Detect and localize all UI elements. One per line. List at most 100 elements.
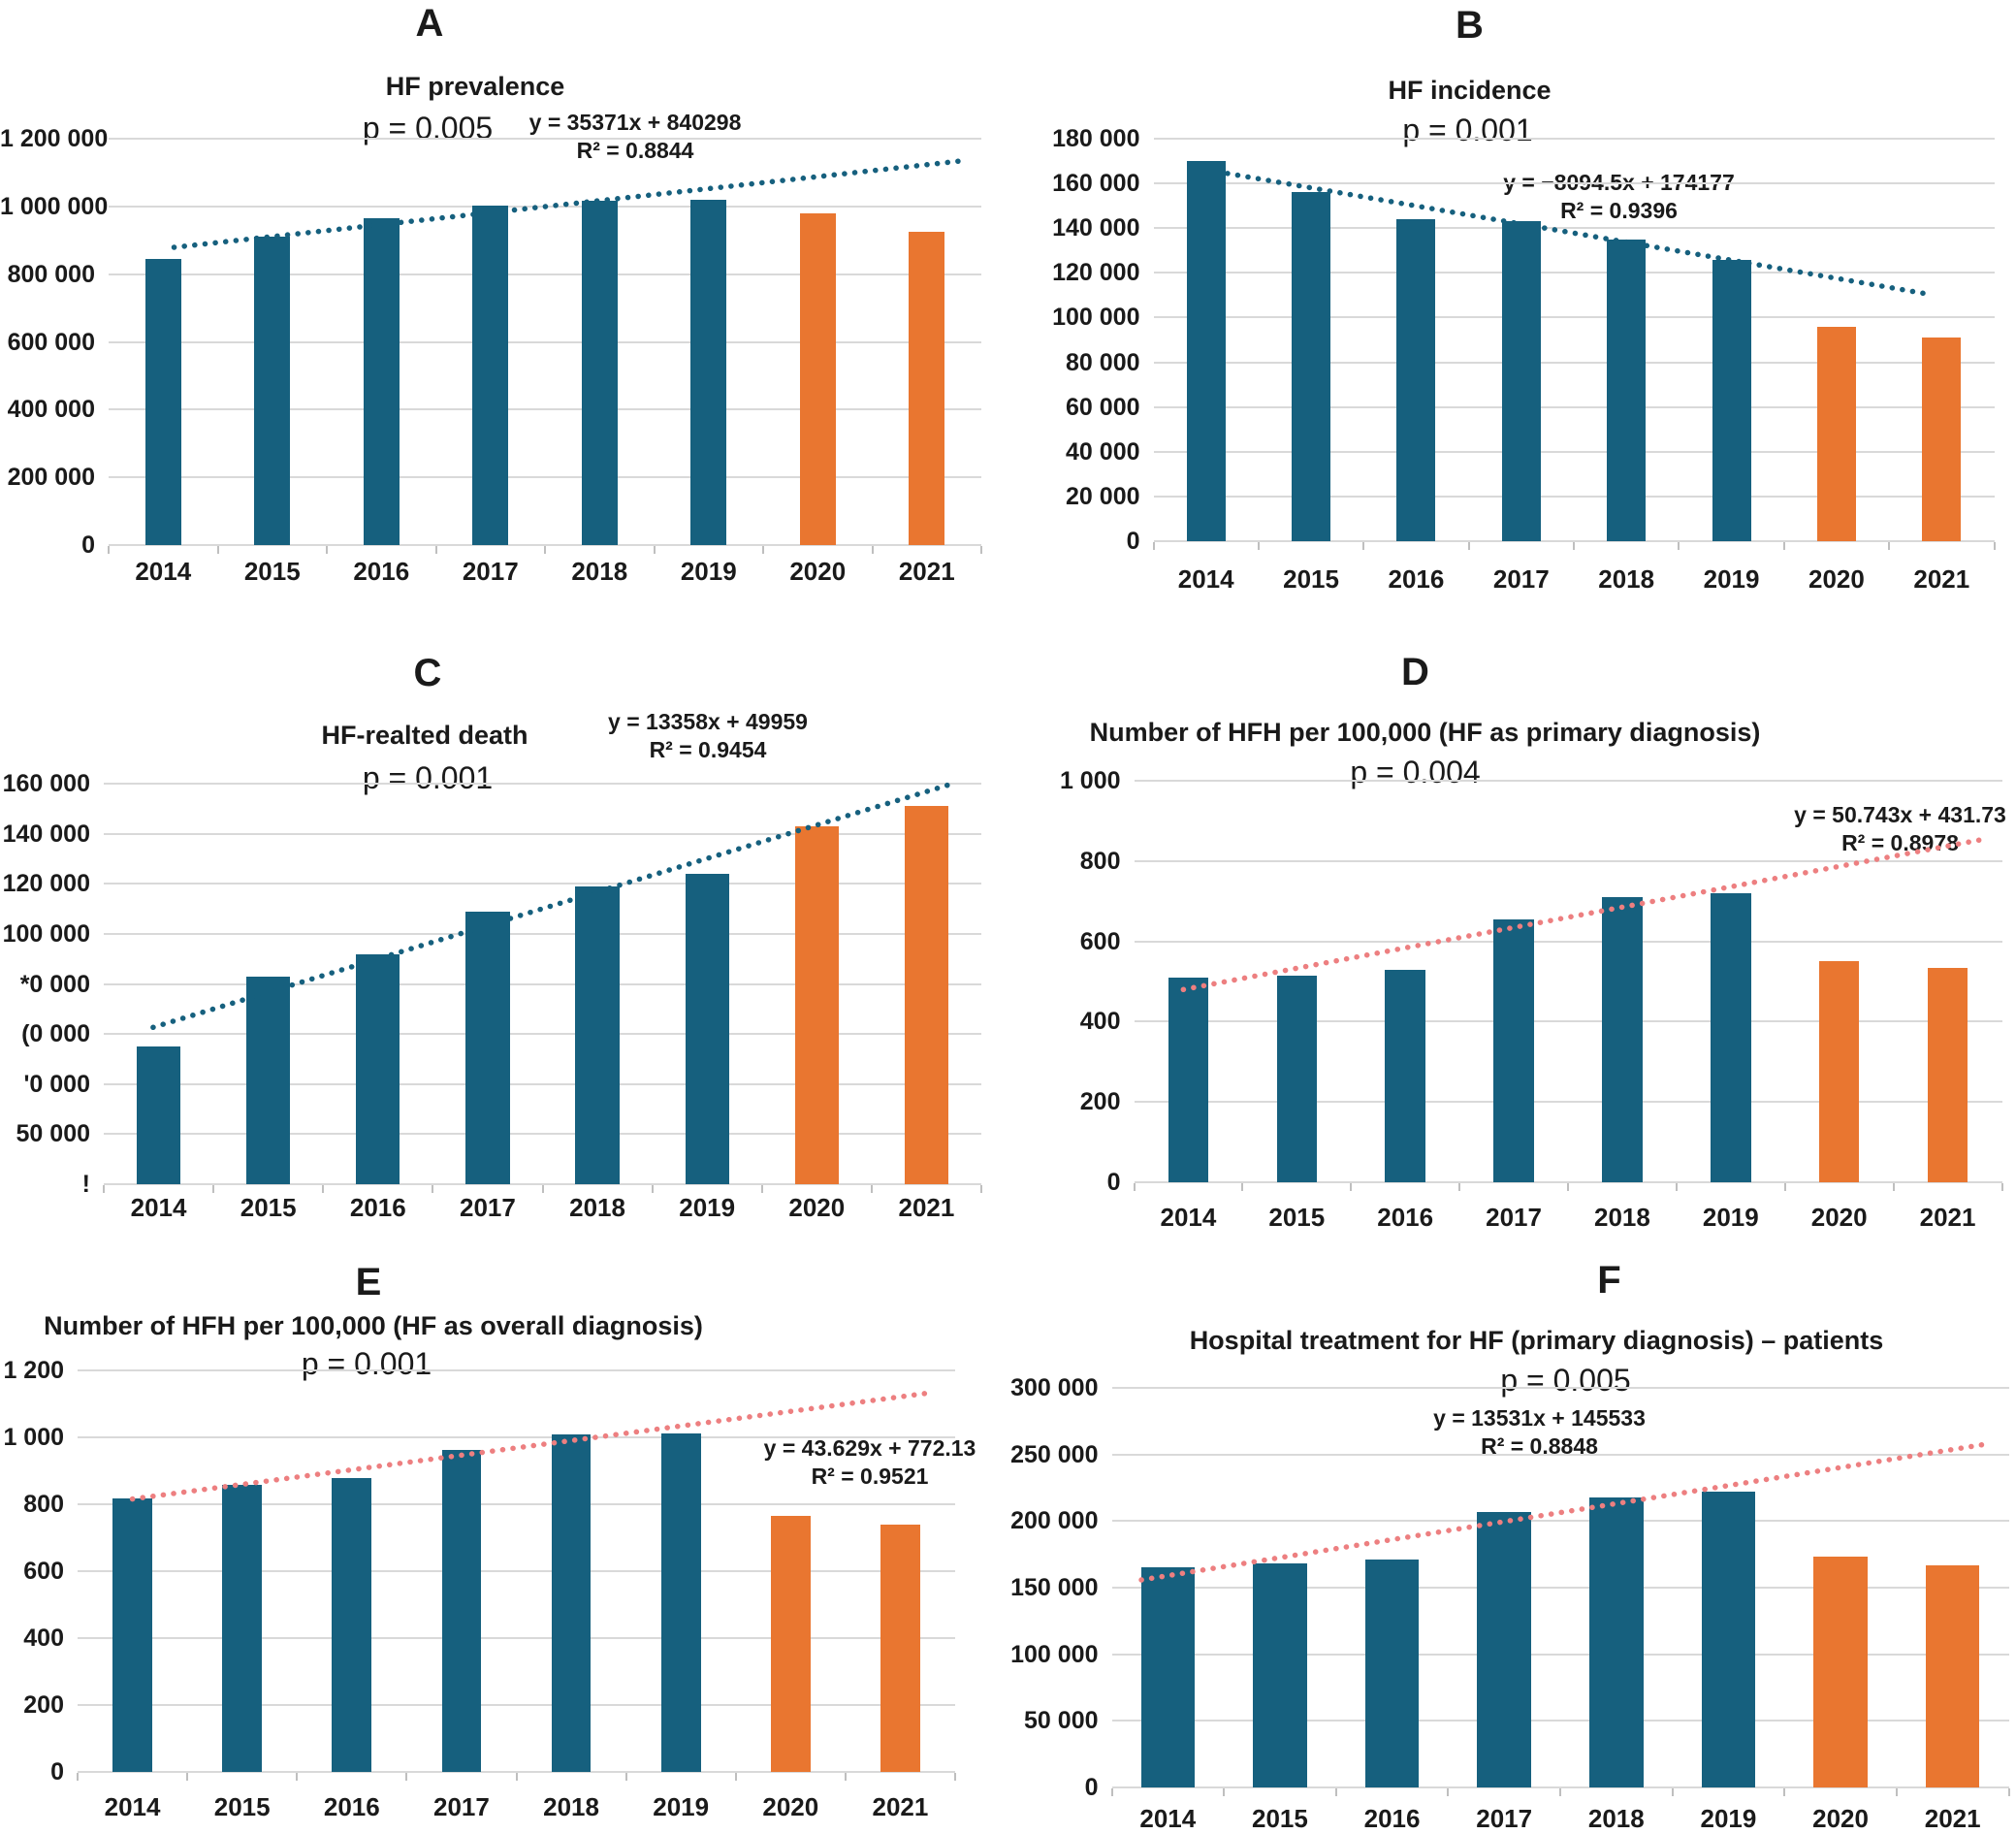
y-axis-label: 120 000 <box>2 870 90 898</box>
y-axis-label: 50 000 <box>16 1120 90 1148</box>
x-axis-label: 2014 <box>104 1792 161 1821</box>
x-axis-tick <box>1458 1183 1461 1191</box>
trendline-equation: y = 50.743x + 431.73 R² = 0.8978 <box>1794 801 2006 857</box>
panel-b: B HF incidence p = 0.001 y = −8094.5x + 174… <box>1008 0 2016 611</box>
x-axis-tick <box>624 1773 627 1781</box>
gridline <box>1153 227 1995 230</box>
x-axis-tick <box>322 1185 325 1193</box>
trendline-equation: y = 43.629x + 772.13 R² = 0.9521 <box>764 1434 976 1491</box>
y-axis-label: 1 000 <box>3 1424 64 1451</box>
y-axis-label: 160 000 <box>2 770 90 797</box>
x-axis-tick <box>762 546 764 554</box>
bar-2017 <box>1501 221 1541 541</box>
gridline <box>1153 272 1995 274</box>
bar-2017 <box>1493 918 1534 1182</box>
gridline <box>1111 1786 2009 1788</box>
trendline-r-squared: R² = 0.8844 <box>576 138 694 163</box>
bar-2015 <box>1276 975 1317 1182</box>
y-axis-label: 400 <box>1079 1008 1121 1036</box>
gridline <box>1111 1520 2009 1523</box>
gridline <box>104 982 981 985</box>
y-axis-label: 400 000 <box>7 396 95 424</box>
panel-letter: F <box>1597 1259 1621 1302</box>
y-axis-label: 1 000 000 <box>0 192 109 220</box>
x-axis-tick <box>108 546 110 554</box>
x-axis-label: 2015 <box>1268 1203 1326 1232</box>
x-axis-label: 2018 <box>1594 1203 1650 1232</box>
gridline <box>78 1369 955 1371</box>
gridline <box>1134 940 2002 943</box>
x-axis-tick <box>1888 542 1891 550</box>
x-axis-tick <box>1993 542 1996 550</box>
panel-letter: B <box>1456 4 1484 47</box>
gridline <box>78 1771 955 1773</box>
gridline <box>104 1183 981 1185</box>
x-axis-tick <box>980 546 982 554</box>
bar-2019 <box>1711 892 1751 1182</box>
bar-2021 <box>909 232 945 545</box>
gridline <box>104 883 981 885</box>
bar-2019 <box>685 873 729 1184</box>
x-axis-label: 2021 <box>1919 1203 1976 1232</box>
y-axis-label: 100 000 <box>1052 304 1140 332</box>
gridline <box>1153 405 1995 408</box>
p-value: p = 0.001 <box>1402 113 1533 147</box>
x-axis-tick <box>871 546 874 554</box>
x-axis-tick <box>296 1773 299 1781</box>
bar-2020 <box>770 1516 811 1772</box>
gridline <box>109 138 981 140</box>
gridline <box>1153 540 1995 542</box>
gridline <box>109 205 981 208</box>
x-axis-tick <box>1133 1183 1136 1191</box>
y-axis-label: 140 000 <box>2 820 90 848</box>
bar-2014 <box>1168 977 1209 1182</box>
y-axis-label: 40 000 <box>1066 437 1140 466</box>
x-axis-label: 2021 <box>1924 1804 1981 1833</box>
x-axis-label: 2020 <box>789 557 847 586</box>
y-axis-label: 0 <box>81 531 95 559</box>
x-axis-label: 2014 <box>1139 1804 1197 1833</box>
x-axis-label: 2015 <box>1252 1804 1308 1833</box>
gridline <box>109 476 981 479</box>
chart-title: Number of HFH per 100,000 (HF as primary… <box>1089 718 1761 747</box>
gridline <box>1153 138 1995 140</box>
y-axis-label: (0 000 <box>21 1020 90 1048</box>
x-axis-label: 2017 <box>1486 1203 1542 1232</box>
x-axis-tick <box>103 1185 105 1193</box>
x-axis-tick <box>1223 1788 1226 1796</box>
x-axis-tick <box>2000 1183 2003 1191</box>
bar-2014 <box>112 1497 152 1772</box>
bar-2017 <box>465 911 510 1184</box>
trendline-r-squared: R² = 0.9454 <box>649 737 767 762</box>
x-axis-tick <box>515 1773 518 1781</box>
bar-2018 <box>575 885 620 1184</box>
x-axis-tick <box>1567 1183 1569 1191</box>
p-value: p = 0.005 <box>1500 1363 1631 1398</box>
trendline-equation-line: y = 13531x + 145533 <box>1433 1405 1646 1431</box>
gridline <box>109 273 981 275</box>
bar-2015 <box>1292 192 1331 541</box>
x-axis-label: 2018 <box>543 1792 599 1821</box>
gridline <box>78 1570 955 1572</box>
trendline-dots <box>1180 837 1983 993</box>
chart-title: Hospital treatment for HF (primary diagn… <box>1189 1326 1884 1355</box>
x-axis-label: 2017 <box>1476 1804 1533 1833</box>
x-axis-label: 2018 <box>569 1193 625 1222</box>
x-axis-tick <box>1783 1183 1786 1191</box>
x-axis-tick <box>326 546 328 554</box>
chart-title: HF prevalence <box>385 72 565 101</box>
panel-f: F Hospital treatment for HF (primary diag… <box>1008 1222 2016 1833</box>
x-axis-label: 2014 <box>1177 564 1234 594</box>
y-axis-label: 140 000 <box>1052 214 1140 242</box>
bar-2018 <box>551 1434 592 1772</box>
bar-2019 <box>660 1432 701 1772</box>
trendline-equation-line: y = 43.629x + 772.13 <box>763 1435 976 1461</box>
x-axis-tick <box>1895 1788 1898 1796</box>
trendline-equation-line: y = 13358x + 49959 <box>608 709 808 734</box>
x-axis-tick <box>1241 1183 1244 1191</box>
x-axis-tick <box>1783 1788 1786 1796</box>
x-axis-tick <box>651 1185 654 1193</box>
bar-2018 <box>581 200 618 545</box>
x-axis-tick <box>1152 542 1155 550</box>
bar-2014 <box>1186 161 1226 541</box>
